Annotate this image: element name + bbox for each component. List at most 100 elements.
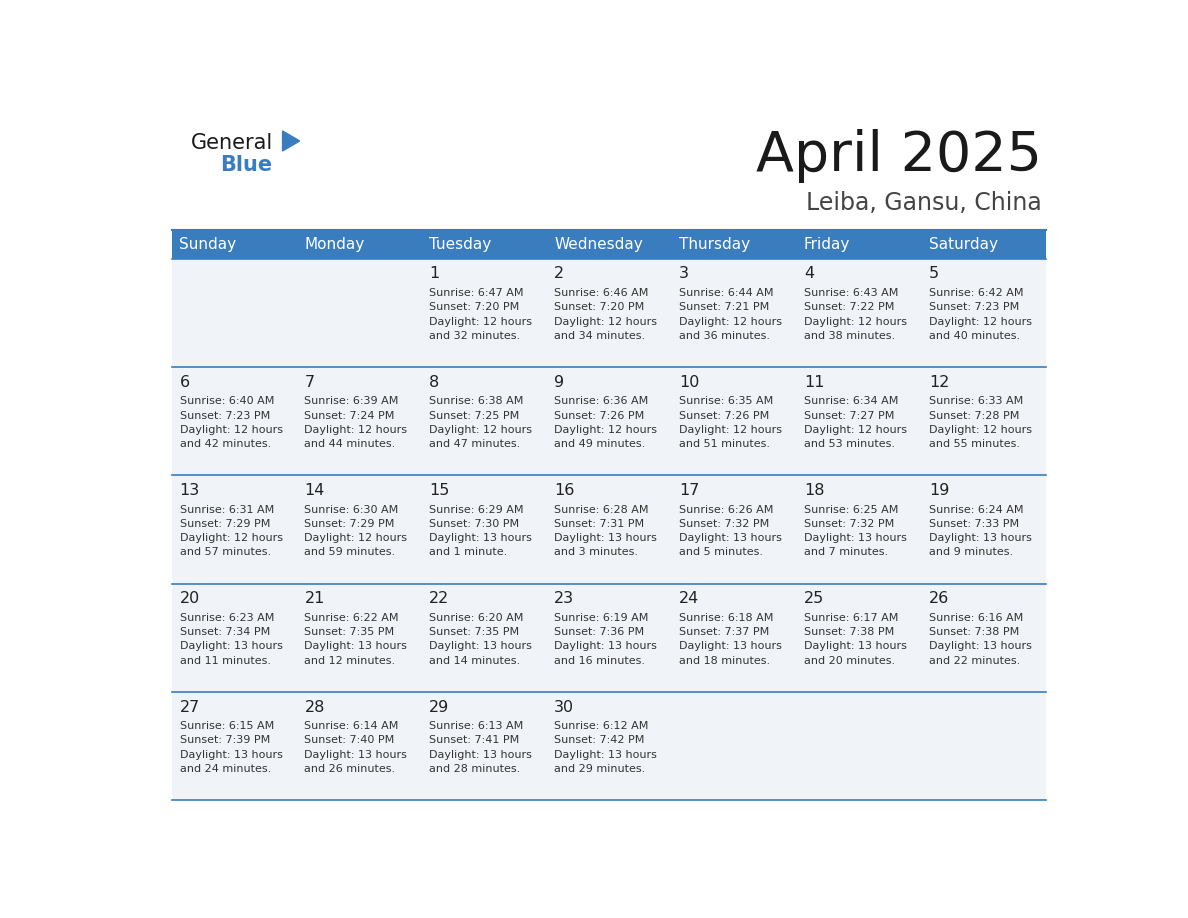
Bar <box>297 367 422 476</box>
Text: 23: 23 <box>554 591 574 606</box>
Text: Sunrise: 6:17 AM: Sunrise: 6:17 AM <box>804 613 898 622</box>
Bar <box>796 584 921 692</box>
Text: Daylight: 13 hours: Daylight: 13 hours <box>179 750 283 759</box>
Text: Daylight: 12 hours: Daylight: 12 hours <box>929 317 1032 327</box>
Text: Daylight: 12 hours: Daylight: 12 hours <box>804 425 906 435</box>
Text: 12: 12 <box>929 375 949 390</box>
Text: Sunset: 7:28 PM: Sunset: 7:28 PM <box>929 410 1019 420</box>
Text: Daylight: 13 hours: Daylight: 13 hours <box>680 642 782 651</box>
Text: Sunset: 7:30 PM: Sunset: 7:30 PM <box>429 519 519 529</box>
Text: and 24 minutes.: and 24 minutes. <box>179 764 271 774</box>
Bar <box>172 259 297 367</box>
Text: Daylight: 13 hours: Daylight: 13 hours <box>179 642 283 651</box>
Text: Sunrise: 6:28 AM: Sunrise: 6:28 AM <box>554 505 649 515</box>
Text: Tuesday: Tuesday <box>429 237 492 252</box>
Text: 26: 26 <box>929 591 949 606</box>
Bar <box>297 692 422 800</box>
Text: Sunrise: 6:24 AM: Sunrise: 6:24 AM <box>929 505 1023 515</box>
Text: 17: 17 <box>680 483 700 498</box>
Text: and 32 minutes.: and 32 minutes. <box>429 330 520 341</box>
Text: Sunrise: 6:46 AM: Sunrise: 6:46 AM <box>554 288 649 298</box>
Text: Sunset: 7:23 PM: Sunset: 7:23 PM <box>929 302 1019 312</box>
Text: Daylight: 13 hours: Daylight: 13 hours <box>929 642 1031 651</box>
Text: 1: 1 <box>429 266 440 282</box>
Text: Sunset: 7:21 PM: Sunset: 7:21 PM <box>680 302 770 312</box>
Text: 3: 3 <box>680 266 689 282</box>
Text: Sunrise: 6:15 AM: Sunrise: 6:15 AM <box>179 721 273 731</box>
Text: and 16 minutes.: and 16 minutes. <box>554 655 645 666</box>
Text: and 42 minutes.: and 42 minutes. <box>179 439 271 449</box>
Text: 25: 25 <box>804 591 824 606</box>
Text: and 3 minutes.: and 3 minutes. <box>554 547 638 557</box>
Text: and 1 minute.: and 1 minute. <box>429 547 507 557</box>
Text: Sunrise: 6:30 AM: Sunrise: 6:30 AM <box>304 505 399 515</box>
Text: and 14 minutes.: and 14 minutes. <box>429 655 520 666</box>
Text: Sunday: Sunday <box>179 237 236 252</box>
Text: 24: 24 <box>680 591 700 606</box>
Text: Sunset: 7:33 PM: Sunset: 7:33 PM <box>929 519 1019 529</box>
Text: 10: 10 <box>680 375 700 390</box>
Text: Daylight: 12 hours: Daylight: 12 hours <box>429 317 532 327</box>
Bar <box>172 230 297 259</box>
Bar <box>921 476 1045 584</box>
Text: Sunset: 7:37 PM: Sunset: 7:37 PM <box>680 627 770 637</box>
Text: Sunrise: 6:35 AM: Sunrise: 6:35 AM <box>680 397 773 407</box>
Bar <box>671 230 796 259</box>
Bar <box>546 259 671 367</box>
Text: Thursday: Thursday <box>680 237 750 252</box>
Bar <box>297 584 422 692</box>
Bar <box>172 692 297 800</box>
Text: Daylight: 12 hours: Daylight: 12 hours <box>554 317 657 327</box>
Text: Sunrise: 6:47 AM: Sunrise: 6:47 AM <box>429 288 524 298</box>
Text: and 53 minutes.: and 53 minutes. <box>804 439 895 449</box>
Text: and 51 minutes.: and 51 minutes. <box>680 439 770 449</box>
Bar <box>422 230 546 259</box>
Text: Daylight: 13 hours: Daylight: 13 hours <box>929 533 1031 543</box>
Text: General: General <box>191 132 273 152</box>
Bar <box>796 259 921 367</box>
Text: 21: 21 <box>304 591 324 606</box>
Text: Wednesday: Wednesday <box>554 237 643 252</box>
Text: 18: 18 <box>804 483 824 498</box>
Text: and 22 minutes.: and 22 minutes. <box>929 655 1020 666</box>
Text: and 57 minutes.: and 57 minutes. <box>179 547 271 557</box>
Text: and 18 minutes.: and 18 minutes. <box>680 655 770 666</box>
Text: Daylight: 12 hours: Daylight: 12 hours <box>179 533 283 543</box>
Bar <box>671 584 796 692</box>
Text: Blue: Blue <box>221 155 273 174</box>
Text: and 9 minutes.: and 9 minutes. <box>929 547 1013 557</box>
Bar <box>422 259 546 367</box>
Bar <box>422 584 546 692</box>
Text: Sunset: 7:26 PM: Sunset: 7:26 PM <box>554 410 644 420</box>
Text: April 2025: April 2025 <box>756 129 1042 184</box>
Text: 22: 22 <box>429 591 449 606</box>
Text: Daylight: 12 hours: Daylight: 12 hours <box>429 425 532 435</box>
Text: Sunset: 7:39 PM: Sunset: 7:39 PM <box>179 735 270 745</box>
Text: Sunset: 7:34 PM: Sunset: 7:34 PM <box>179 627 270 637</box>
Text: Sunset: 7:24 PM: Sunset: 7:24 PM <box>304 410 394 420</box>
Bar <box>796 230 921 259</box>
Text: Daylight: 12 hours: Daylight: 12 hours <box>680 317 782 327</box>
Text: Sunset: 7:29 PM: Sunset: 7:29 PM <box>179 519 270 529</box>
Text: Daylight: 13 hours: Daylight: 13 hours <box>554 642 657 651</box>
Text: and 40 minutes.: and 40 minutes. <box>929 330 1020 341</box>
Bar <box>671 476 796 584</box>
Text: 29: 29 <box>429 700 449 714</box>
Text: Sunset: 7:40 PM: Sunset: 7:40 PM <box>304 735 394 745</box>
Bar <box>546 367 671 476</box>
Text: and 49 minutes.: and 49 minutes. <box>554 439 645 449</box>
Text: 20: 20 <box>179 591 200 606</box>
Bar <box>422 476 546 584</box>
Text: Sunset: 7:26 PM: Sunset: 7:26 PM <box>680 410 770 420</box>
Text: Sunrise: 6:14 AM: Sunrise: 6:14 AM <box>304 721 399 731</box>
Text: Leiba, Gansu, China: Leiba, Gansu, China <box>807 191 1042 215</box>
Text: Sunset: 7:35 PM: Sunset: 7:35 PM <box>429 627 519 637</box>
Text: and 47 minutes.: and 47 minutes. <box>429 439 520 449</box>
Bar <box>671 692 796 800</box>
Text: Daylight: 13 hours: Daylight: 13 hours <box>804 533 906 543</box>
Text: and 12 minutes.: and 12 minutes. <box>304 655 396 666</box>
Text: 27: 27 <box>179 700 200 714</box>
Text: Sunset: 7:42 PM: Sunset: 7:42 PM <box>554 735 645 745</box>
Text: and 7 minutes.: and 7 minutes. <box>804 547 889 557</box>
Bar <box>921 230 1045 259</box>
